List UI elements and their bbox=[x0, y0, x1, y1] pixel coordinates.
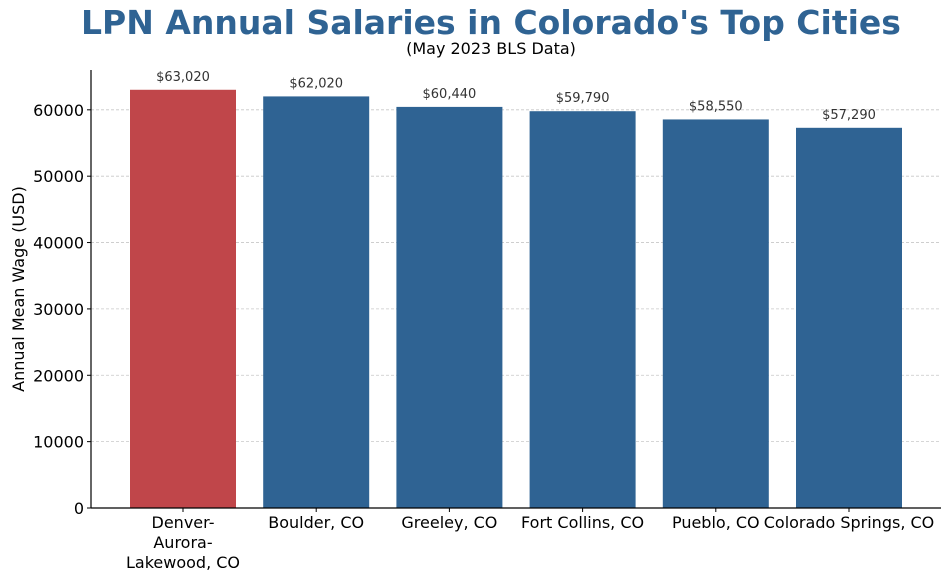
y-tick-label: 50000 bbox=[33, 167, 84, 186]
data-label: $62,020 bbox=[289, 76, 343, 91]
y-tick-label: 30000 bbox=[33, 300, 84, 319]
data-labels: $63,020 $62,020 $60,440 $59,790 $58,550 $57,2… bbox=[156, 70, 876, 123]
x-tick-label: Pueblo, CO bbox=[672, 513, 760, 532]
x-ticks: Denver-Aurora-Lakewood, CO Boulder, CO Gre… bbox=[126, 508, 934, 572]
x-tick-label: Colorado Springs, CO bbox=[764, 513, 935, 532]
data-label: $60,440 bbox=[423, 87, 477, 102]
axes bbox=[90, 70, 941, 509]
data-label: $63,020 bbox=[156, 70, 210, 85]
bar bbox=[396, 106, 503, 508]
x-tick-label: Denver-Aurora-Lakewood, CO bbox=[126, 513, 240, 572]
chart-subtitle: (May 2023 BLS Data) bbox=[406, 39, 576, 58]
data-label: $59,790 bbox=[556, 91, 610, 106]
bar bbox=[796, 127, 902, 508]
chart-title: LPN Annual Salaries in Colorado's Top Ci… bbox=[81, 3, 901, 42]
bar bbox=[529, 111, 636, 508]
bars bbox=[130, 89, 902, 509]
y-tick-label: 0 bbox=[74, 499, 84, 518]
y-tick-label: 10000 bbox=[33, 433, 84, 452]
x-tick-label: Boulder, CO bbox=[268, 513, 364, 532]
bar bbox=[263, 96, 370, 509]
y-tick-label: 60000 bbox=[33, 101, 84, 120]
data-label: $58,550 bbox=[689, 99, 743, 114]
x-tick-label: Fort Collins, CO bbox=[521, 513, 644, 532]
y-ticks: 0 10000 20000 30000 40000 50000 60000 bbox=[33, 101, 91, 518]
bar bbox=[130, 89, 236, 508]
y-tick-label: 40000 bbox=[33, 234, 84, 253]
y-axis-label: Annual Mean Wage (USD) bbox=[9, 186, 28, 392]
data-label: $57,290 bbox=[822, 108, 876, 123]
y-tick-label: 20000 bbox=[33, 366, 84, 385]
x-tick-label: Greeley, CO bbox=[401, 513, 497, 532]
bar bbox=[662, 119, 769, 508]
